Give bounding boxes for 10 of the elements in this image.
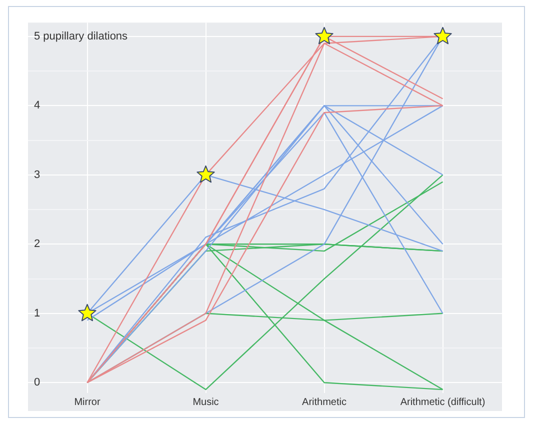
- x-tick-label: Arithmetic: [302, 396, 346, 408]
- y-tick-label: 2: [34, 238, 40, 250]
- y-tick-label: 4: [34, 100, 40, 112]
- x-tick-label: Mirror: [74, 396, 101, 408]
- x-tick-label: Music: [192, 396, 219, 408]
- x-tick-label: Arithmetic (difficult): [400, 396, 486, 408]
- y-tick-label: 3: [34, 168, 40, 181]
- y-tick-label: 0: [34, 376, 40, 389]
- y-tick-label: 1: [34, 307, 40, 320]
- y-tick-label: 5 pupillary dilations: [34, 30, 128, 42]
